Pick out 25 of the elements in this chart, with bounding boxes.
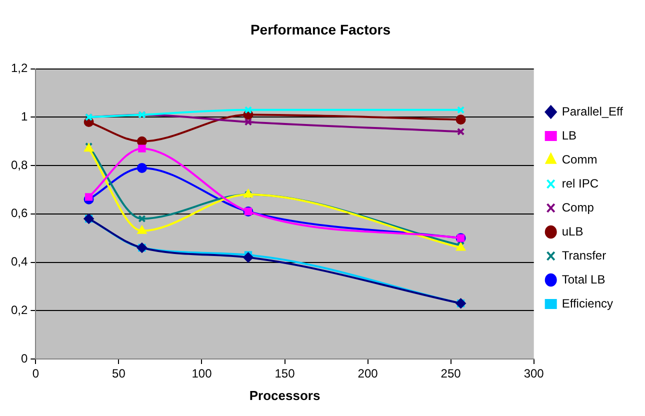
legend-label: Total LB <box>562 272 606 286</box>
legend-label: Comm <box>562 152 598 166</box>
y-tick-label: 0 <box>20 351 28 366</box>
x-tick-label: 0 <box>32 366 40 381</box>
x-tick-label: 150 <box>274 366 296 381</box>
y-tick-label: 0,4 <box>10 254 28 269</box>
x-tick-label: 100 <box>192 366 212 381</box>
x-tick-label: 200 <box>358 366 378 381</box>
y-tick-label: 0,2 <box>10 302 28 317</box>
x-tick-label: 250 <box>440 366 462 381</box>
y-tick-label: 1,2 <box>10 61 28 76</box>
legend-label: uLB <box>562 224 584 238</box>
legend-label: Efficiency <box>562 296 613 310</box>
y-tick-label: 1 <box>20 109 28 124</box>
chart-title: Performance Factors <box>250 21 391 38</box>
legend-label: Comp <box>562 200 594 214</box>
legend-label: Parallel_Eff <box>562 104 624 118</box>
x-tick-label: 50 <box>112 366 126 381</box>
legend-label: rel IPC <box>562 176 599 190</box>
y-tick-label: 0,6 <box>10 206 28 220</box>
y-tick-label: 0,8 <box>10 158 28 172</box>
legend-label: LB <box>562 128 577 142</box>
legend-label: Transfer <box>562 248 606 262</box>
x-tick-label: 300 <box>524 366 544 381</box>
x-axis-title: Processors <box>249 388 320 403</box>
